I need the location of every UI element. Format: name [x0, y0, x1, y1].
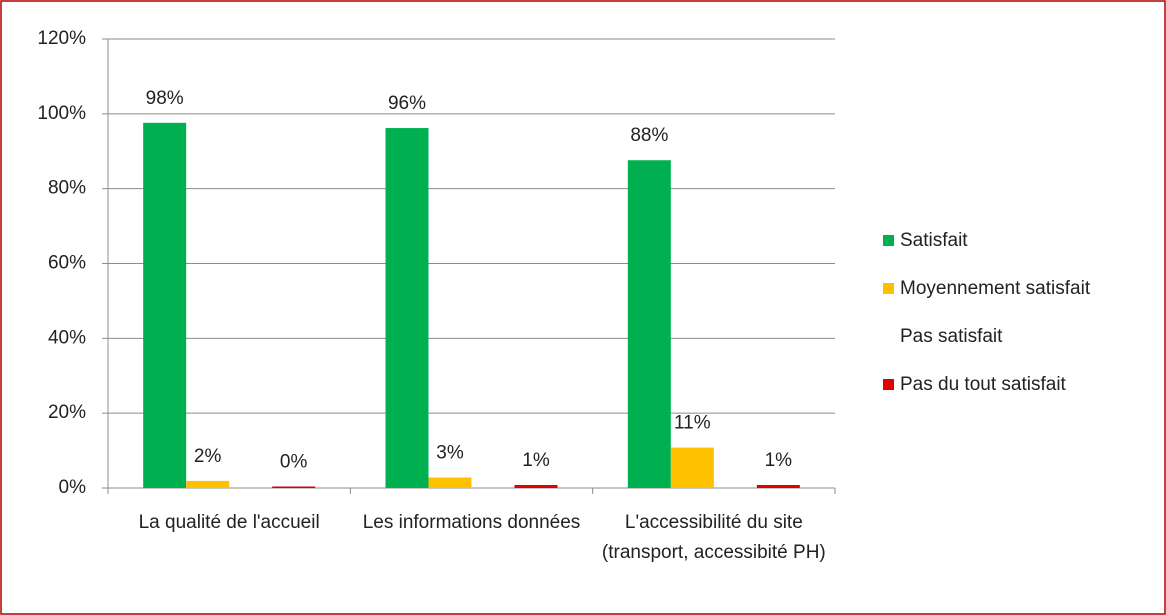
legend-marker [883, 283, 894, 294]
data-label: 88% [630, 125, 668, 146]
data-label: 2% [194, 446, 222, 467]
bar [143, 122, 187, 489]
bar [514, 485, 558, 488]
x-tick-label: L'accessibilité du site (transport, acce… [601, 512, 826, 563]
data-label: 1% [522, 450, 550, 471]
legend-label: Moyennement satisfait [900, 278, 1091, 299]
y-tick-label: 80% [48, 178, 86, 199]
y-tick-label: 60% [48, 253, 86, 274]
bar [272, 486, 316, 488]
data-label: 11% [674, 413, 711, 434]
y-tick-label: 120% [37, 28, 86, 49]
bar [756, 485, 800, 488]
data-label: 1% [765, 450, 793, 471]
bar [670, 447, 714, 488]
legend-label: Satisfait [900, 230, 968, 251]
legend-label: Pas satisfait [900, 326, 1003, 347]
legend-marker [883, 331, 894, 342]
y-tick-label: 20% [48, 402, 86, 423]
bar [428, 477, 472, 488]
bar [627, 160, 671, 489]
y-tick-label: 100% [37, 103, 86, 124]
data-label: 0% [280, 452, 308, 473]
legend-label: Pas du tout satisfait [900, 374, 1067, 395]
y-tick-label: 40% [48, 327, 86, 348]
x-tick-label: Les informations données [362, 512, 581, 533]
y-tick-label: 0% [59, 477, 87, 498]
data-label: 96% [388, 93, 426, 114]
bar [385, 128, 429, 488]
legend-marker [883, 379, 894, 390]
x-tick-label: La qualité de l'accueil [138, 512, 320, 533]
legend-marker [883, 235, 894, 246]
bar [186, 480, 230, 488]
data-label: 98% [146, 88, 184, 109]
data-label: 3% [436, 443, 464, 464]
